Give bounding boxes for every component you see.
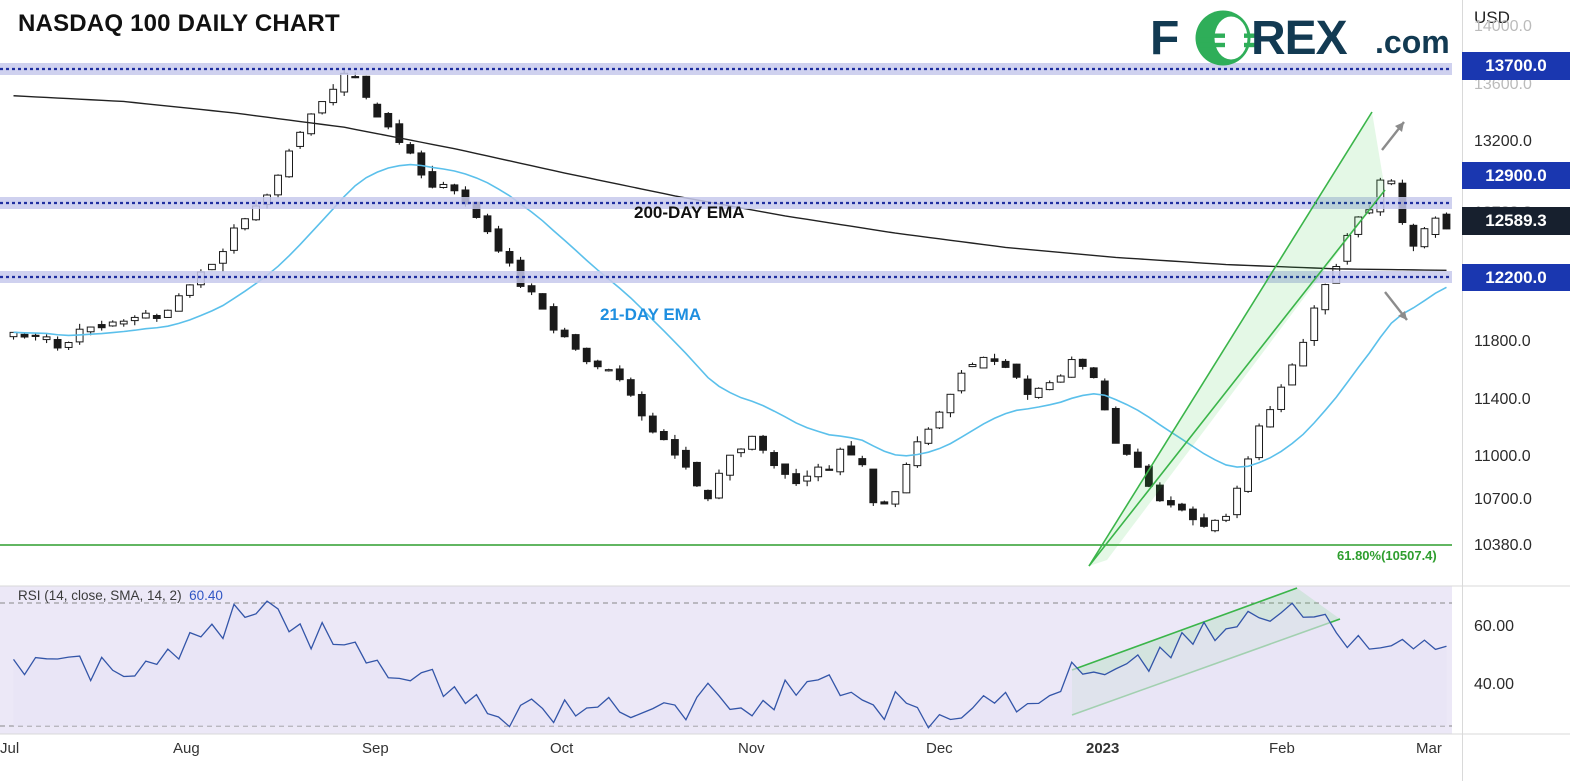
svg-text:REX: REX [1251,12,1348,65]
svg-text:F: F [1150,12,1178,65]
svg-text:.com: .com [1375,24,1450,60]
